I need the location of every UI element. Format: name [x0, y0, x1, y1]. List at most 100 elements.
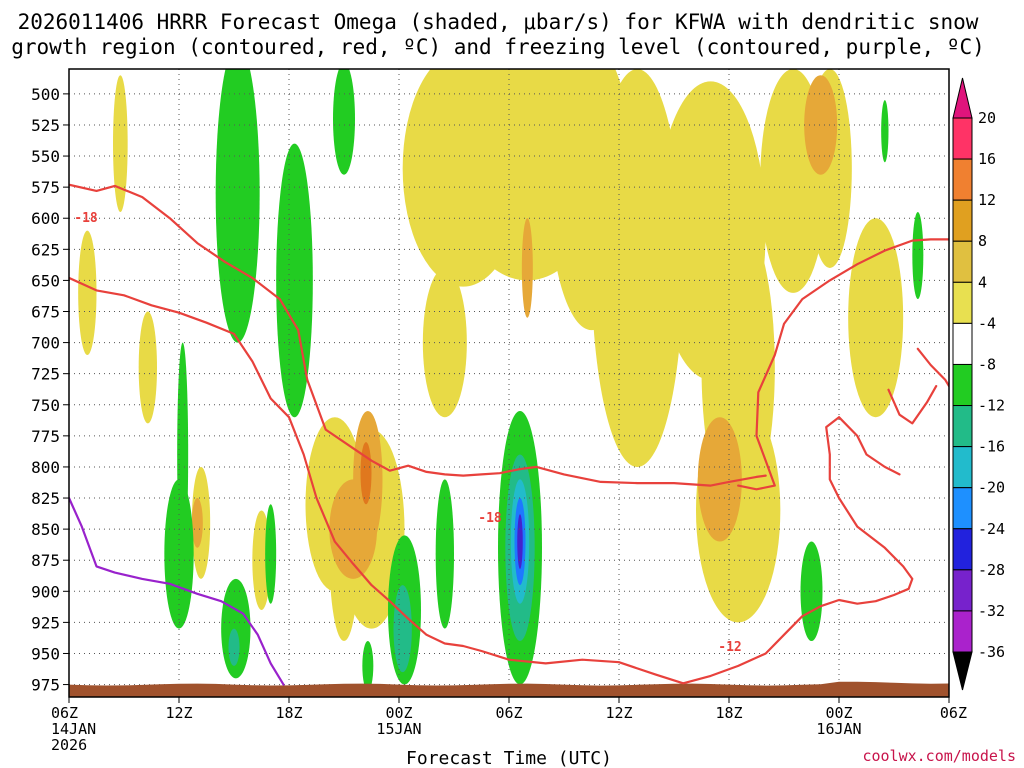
omega-region-24	[804, 75, 838, 175]
omega-region-39	[881, 100, 889, 163]
xtick-year-0: 2026	[51, 736, 87, 754]
ytick-label-550: 550	[31, 147, 60, 166]
colorbar-swatch-5	[952, 322, 973, 365]
contour-dgz-right-small	[887, 385, 938, 425]
grid-lines	[68, 69, 950, 697]
temperature-contours	[69, 183, 949, 686]
xtick-date-42: 16JAN	[816, 720, 861, 738]
contour-label-m18-left: -18	[74, 211, 98, 226]
omega-region-37	[912, 212, 924, 300]
colorbar-swatch-10	[952, 528, 973, 571]
contour-freezing-level	[69, 496, 285, 686]
omega-region-36	[800, 541, 823, 642]
colorbar-bottom-arrow	[952, 651, 973, 691]
omega-region-35	[265, 504, 277, 604]
xtick-label-18: 00Z	[385, 704, 412, 722]
omega-region-21	[360, 442, 372, 505]
xtick-label-6: 12Z	[165, 704, 192, 722]
colorbar-swatch-0	[952, 117, 973, 160]
omega-region-23	[521, 218, 533, 318]
contour-dgz-upper-m18	[69, 183, 767, 487]
xtick-label-42: 00Z	[825, 704, 852, 722]
ytick-label-650: 650	[31, 271, 60, 290]
ytick-label-775: 775	[31, 427, 60, 446]
ytick-label-600: 600	[31, 209, 60, 228]
xtick-date-18: 15JAN	[376, 720, 421, 738]
colorbar-swatch-9	[952, 487, 973, 530]
colorbar-label-2: 12	[978, 191, 996, 209]
contour-label-m12: -12	[718, 640, 741, 655]
colorbar-swatch-6	[952, 363, 973, 407]
ytick-label-500: 500	[31, 85, 60, 104]
colorbar-label-7: -12	[978, 397, 1005, 415]
colorbar: 20 16 12 8 4 -4 -8 -12 -16 -20 -24 -28 -32 -36	[952, 77, 1005, 691]
xtick-date-0: 14JAN	[51, 720, 96, 738]
omega-region-3	[591, 69, 684, 467]
ytick-label-875: 875	[31, 551, 60, 570]
omega-region-8	[848, 218, 904, 418]
omega-region-40	[393, 585, 412, 673]
colorbar-label-3: 8	[978, 232, 987, 250]
x-axis-label: Forecast Time (UTC)	[406, 748, 612, 768]
colorbar-swatch-2	[952, 199, 973, 242]
chart-title-line-1: 2026011406 HRRR Forecast Omega (shaded, …	[18, 10, 979, 34]
terrain-band	[69, 681, 949, 697]
ytick-label-900: 900	[31, 582, 60, 601]
ytick-label-700: 700	[31, 334, 60, 353]
colorbar-swatch-3	[952, 240, 973, 283]
ytick-label-825: 825	[31, 489, 60, 508]
colorbar-top-arrow	[952, 77, 973, 119]
colorbar-label-12: -32	[978, 602, 1005, 620]
colorbar-swatch-12	[952, 610, 973, 653]
ytick-label-975: 975	[31, 676, 60, 695]
xtick-label-24: 06Z	[495, 704, 522, 722]
xtick-label-48: 06Z	[940, 704, 967, 722]
y-axis-ticks: 500 525 550 575 600 625 650 675 700 725 750 775 800 8…	[31, 85, 69, 695]
colorbar-label-4: 4	[978, 273, 987, 291]
ytick-label-625: 625	[31, 240, 60, 259]
ytick-label-675: 675	[31, 302, 60, 321]
omega-region-33	[435, 479, 455, 629]
contour-label-m18-mid: -18	[478, 511, 502, 526]
omega-region-30	[177, 342, 189, 567]
colorbar-label-13: -36	[978, 643, 1005, 661]
omega-region-22	[697, 417, 742, 542]
omega-region-42	[228, 628, 240, 666]
colorbar-swatch-7	[952, 405, 973, 448]
ytick-label-525: 525	[31, 116, 60, 135]
colorbar-label-0: 20	[978, 109, 996, 127]
colorbar-label-5: -4	[978, 314, 996, 332]
colorbar-label-9: -20	[978, 479, 1005, 497]
credit-text: coolwx.com/models	[862, 747, 1016, 765]
omega-region-38	[362, 641, 374, 691]
xtick-label-36: 18Z	[715, 704, 742, 722]
colorbar-label-6: -8	[978, 355, 996, 373]
contour-dgz-right-upper	[737, 238, 949, 491]
ytick-label-750: 750	[31, 396, 60, 415]
omega-region-28	[333, 69, 355, 175]
contour-dgz-lower-m12	[69, 276, 914, 685]
ytick-label-950: 950	[31, 644, 60, 663]
omega-region-14	[113, 75, 128, 213]
colorbar-label-11: -28	[978, 561, 1005, 579]
xtick-label-0: 06Z	[51, 704, 78, 722]
ytick-label-800: 800	[31, 458, 60, 477]
omega-region-31	[221, 578, 251, 679]
colorbar-label-8: -16	[978, 438, 1005, 456]
omega-region-15	[138, 311, 157, 424]
omega-region-26	[215, 69, 260, 343]
chart-title-line-2: growth region (contoured, red, ºC) and f…	[11, 35, 985, 59]
ytick-label-850: 850	[31, 520, 60, 539]
colorbar-swatch-1	[952, 158, 973, 201]
colorbar-label-10: -24	[978, 520, 1005, 538]
omega-region-13	[78, 230, 97, 356]
omega-region-25	[191, 498, 203, 548]
xtick-label-30: 12Z	[605, 704, 632, 722]
ytick-label-725: 725	[31, 365, 60, 384]
colorbar-swatch-8	[952, 446, 973, 489]
omega-region-45	[517, 514, 523, 569]
colorbar-swatch-11	[952, 569, 973, 612]
colorbar-label-1: 16	[978, 150, 996, 168]
